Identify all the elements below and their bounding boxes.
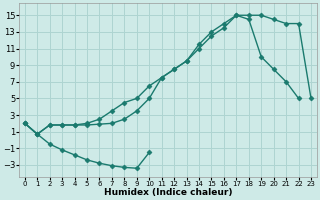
X-axis label: Humidex (Indice chaleur): Humidex (Indice chaleur) xyxy=(104,188,232,197)
